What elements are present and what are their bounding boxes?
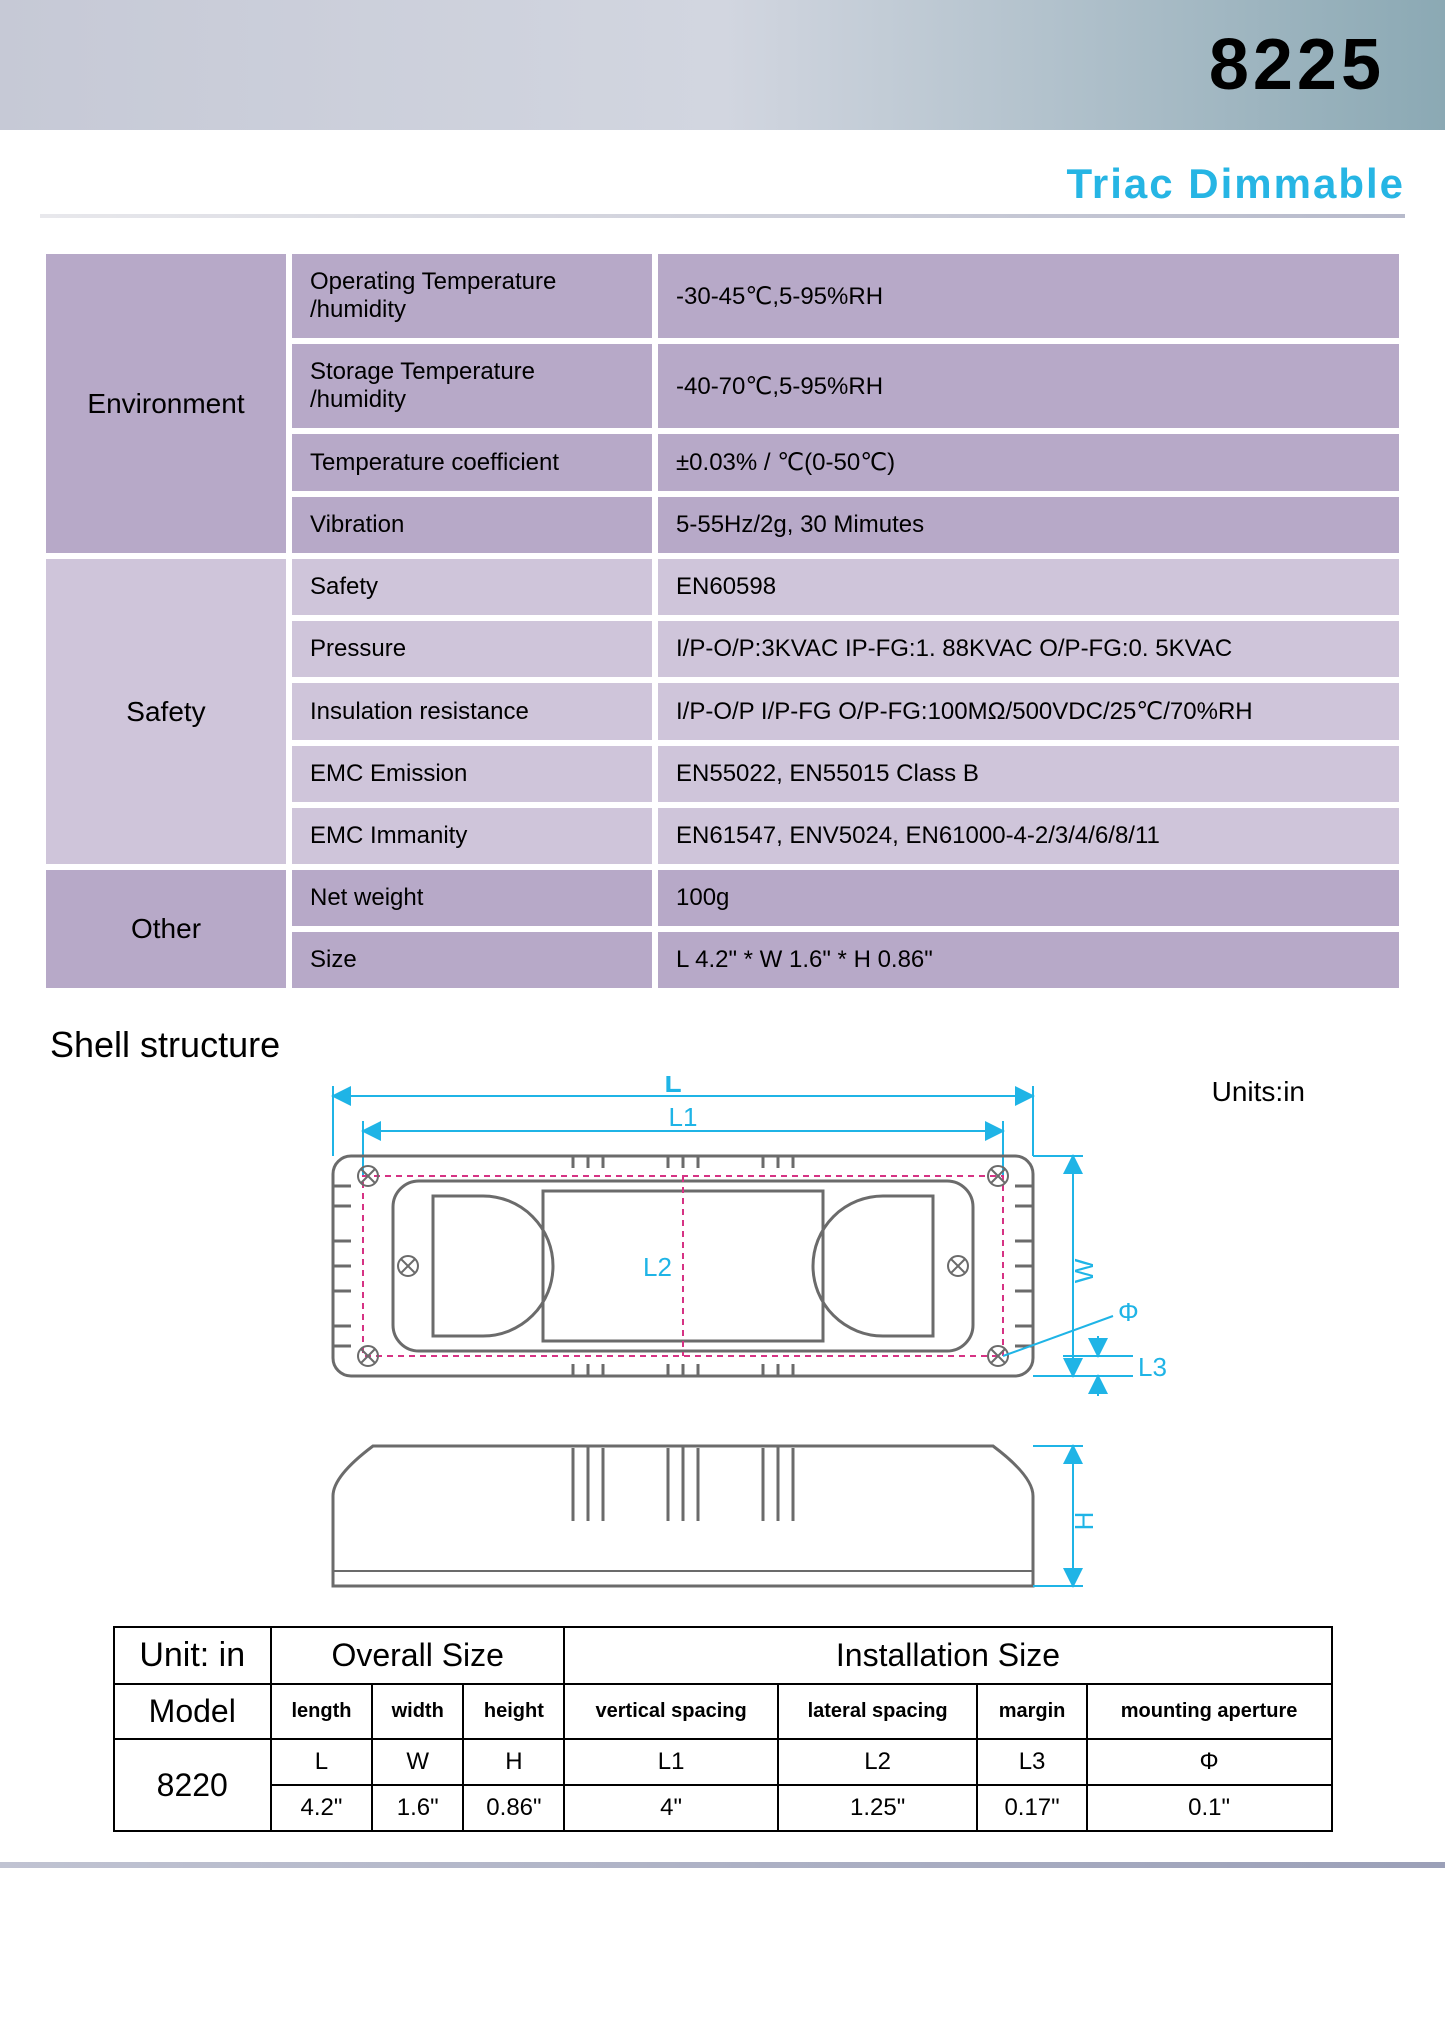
dim-col-header: mounting aperture [1087, 1684, 1332, 1739]
svg-text:L2: L2 [643, 1252, 672, 1282]
spec-category: Environment [46, 254, 286, 553]
product-number: 8225 [1209, 24, 1385, 106]
subtitle: Triac Dimmable [1067, 160, 1405, 208]
spec-value: EN60598 [658, 559, 1399, 615]
dim-col-header: lateral spacing [778, 1684, 978, 1739]
dim-value: 0.1" [1087, 1785, 1332, 1831]
spec-label: EMC Immanity [292, 808, 652, 864]
spec-label: Storage Temperature /humidity [292, 344, 652, 428]
dim-symbol: H [463, 1739, 564, 1785]
spec-label: Temperature coefficient [292, 434, 652, 491]
dim-symbol: L2 [778, 1739, 978, 1785]
spec-value: L 4.2" * W 1.6" * H 0.86" [658, 932, 1399, 988]
spec-label: Vibration [292, 497, 652, 553]
spec-label: EMC Emission [292, 746, 652, 802]
svg-text:W: W [1069, 1258, 1099, 1283]
dim-symbol: L1 [564, 1739, 777, 1785]
spec-value: -30-45℃,5-95%RH [658, 254, 1399, 338]
footer-line [0, 1862, 1445, 1868]
spec-value: ±0.03% / ℃(0-50℃) [658, 434, 1399, 491]
dim-symbol: L [271, 1739, 372, 1785]
dim-symbol: Φ [1087, 1739, 1332, 1785]
svg-text:L3: L3 [1138, 1352, 1167, 1382]
dim-col-header: margin [977, 1684, 1086, 1739]
spec-label: Net weight [292, 870, 652, 926]
dim-col-header: vertical spacing [564, 1684, 777, 1739]
spec-label: Size [292, 932, 652, 988]
spec-value: 5-55Hz/2g, 30 Mimutes [658, 497, 1399, 553]
spec-value: 100g [658, 870, 1399, 926]
units-label: Units:in [1212, 1076, 1305, 1108]
install-size-header: Installation Size [564, 1627, 1331, 1684]
dim-col-header: width [372, 1684, 463, 1739]
spec-value: EN55022, EN55015 Class B [658, 746, 1399, 802]
dim-col-header: height [463, 1684, 564, 1739]
spec-label: Safety [292, 559, 652, 615]
dim-value: 0.17" [977, 1785, 1086, 1831]
spec-label: Pressure [292, 621, 652, 677]
shell-diagram: Units:in L L1 [40, 1076, 1405, 1606]
dim-col-header: length [271, 1684, 372, 1739]
dim-symbol: L3 [977, 1739, 1086, 1785]
svg-text:H: H [1069, 1512, 1099, 1531]
unit-header: Unit: in [114, 1627, 271, 1684]
svg-text:L: L [664, 1076, 681, 1098]
spec-value: I/P-O/P:3KVAC IP-FG:1. 88KVAC O/P-FG:0. … [658, 621, 1399, 677]
dimensions-table: Unit: in Overall Size Installation Size … [113, 1626, 1333, 1832]
overall-size-header: Overall Size [271, 1627, 564, 1684]
model-header: Model [114, 1684, 271, 1739]
shell-structure-title: Shell structure [50, 1024, 1405, 1066]
dim-value: 1.6" [372, 1785, 463, 1831]
spec-value: I/P-O/P I/P-FG O/P-FG:100MΩ/500VDC/25℃/7… [658, 683, 1399, 740]
dim-value: 4.2" [271, 1785, 372, 1831]
spec-table: EnvironmentOperating Temperature /humidi… [40, 248, 1405, 994]
dim-value: 0.86" [463, 1785, 564, 1831]
shell-structure-svg: L L1 [173, 1076, 1273, 1606]
spec-category: Safety [46, 559, 286, 864]
spec-label: Insulation resistance [292, 683, 652, 740]
spec-label: Operating Temperature /humidity [292, 254, 652, 338]
dim-value: 4" [564, 1785, 777, 1831]
dim-symbol: W [372, 1739, 463, 1785]
header-banner: 8225 [0, 0, 1445, 130]
dim-value: 1.25" [778, 1785, 978, 1831]
spec-value: EN61547, ENV5024, EN61000-4-2/3/4/6/8/11 [658, 808, 1399, 864]
subtitle-wrap: Triac Dimmable [40, 160, 1405, 218]
svg-text:L1: L1 [668, 1102, 697, 1132]
spec-value: -40-70℃,5-95%RH [658, 344, 1399, 428]
spec-category: Other [46, 870, 286, 988]
svg-text:Φ: Φ [1118, 1297, 1139, 1327]
model-value: 8220 [114, 1739, 271, 1831]
subtitle-underline [40, 214, 1405, 218]
